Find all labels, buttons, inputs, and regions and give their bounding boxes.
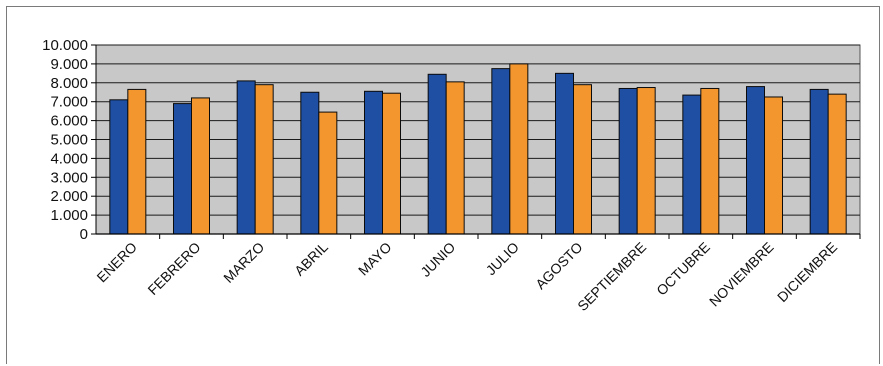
bar-1-noviembre [746,86,765,235]
x-tick-label: NOVIEMBRE [706,239,777,310]
y-tick-label: 2.000 [50,188,88,205]
x-tick-label: MAYO [355,239,395,279]
bar-1-diciembre [809,88,829,235]
bar-1-febrero [173,103,192,235]
x-tick-label: ABRIL [291,239,331,279]
bar-2-febrero [191,97,210,235]
bar-2-enero [127,88,147,235]
bars [109,63,847,235]
x-tick-label: JUNIO [417,239,458,280]
bar-2-mayo [382,92,401,235]
bar-1-julio [491,68,511,235]
x-tick-label: OCTUBRE [653,239,713,299]
chart-frame [6,6,880,364]
x-tick-label: JULIO [483,239,522,278]
x-tick-labels: ENERO FEBRERO MARZO ABRIL MAYO JUNIO JULIO AGOS… [93,239,840,314]
y-tick-label: 8.000 [50,75,88,92]
x-tick-label: MARZO [220,239,267,286]
gridlines [96,44,860,216]
bar-2-marzo [254,84,274,235]
y-tick-label: 4.000 [50,150,88,167]
bar-1-mayo [364,90,383,235]
y-tick-label: 6.000 [50,113,88,130]
y-tick-label: 3.000 [50,169,88,186]
x-tick-label: DICIEMBRE [774,239,840,305]
bar-2-junio [445,81,465,235]
bar-1-agosto [555,72,574,235]
y-tick-label: 10.000 [42,37,88,54]
y-tick-label: 7.000 [50,94,88,111]
bar-2-septiembre [636,87,656,235]
x-tick-label: ENERO [93,239,140,286]
y-tick-label: 9.000 [50,56,88,73]
bar-1-junio [427,73,447,235]
x-tick-label: AGOSTO [532,239,586,293]
bar-1-marzo [236,80,256,235]
bar-2-julio [509,63,529,235]
y-tick-label: 0 [80,226,88,243]
bar-1-abril [300,91,320,235]
bar-1-enero [109,99,129,235]
bar-2-diciembre [827,93,847,235]
bar-2-agosto [573,84,592,235]
bar-2-octubre [700,87,720,235]
axes [91,44,861,239]
y-tick-label: 5.000 [50,132,88,149]
bar-2-noviembre [764,96,783,235]
y-tick-label: 1.000 [50,207,88,224]
bar-1-septiembre [618,87,638,235]
x-tick-label: FEBRERO [144,239,203,298]
bar-1-octubre [682,94,702,235]
bar-2-abril [318,111,338,235]
